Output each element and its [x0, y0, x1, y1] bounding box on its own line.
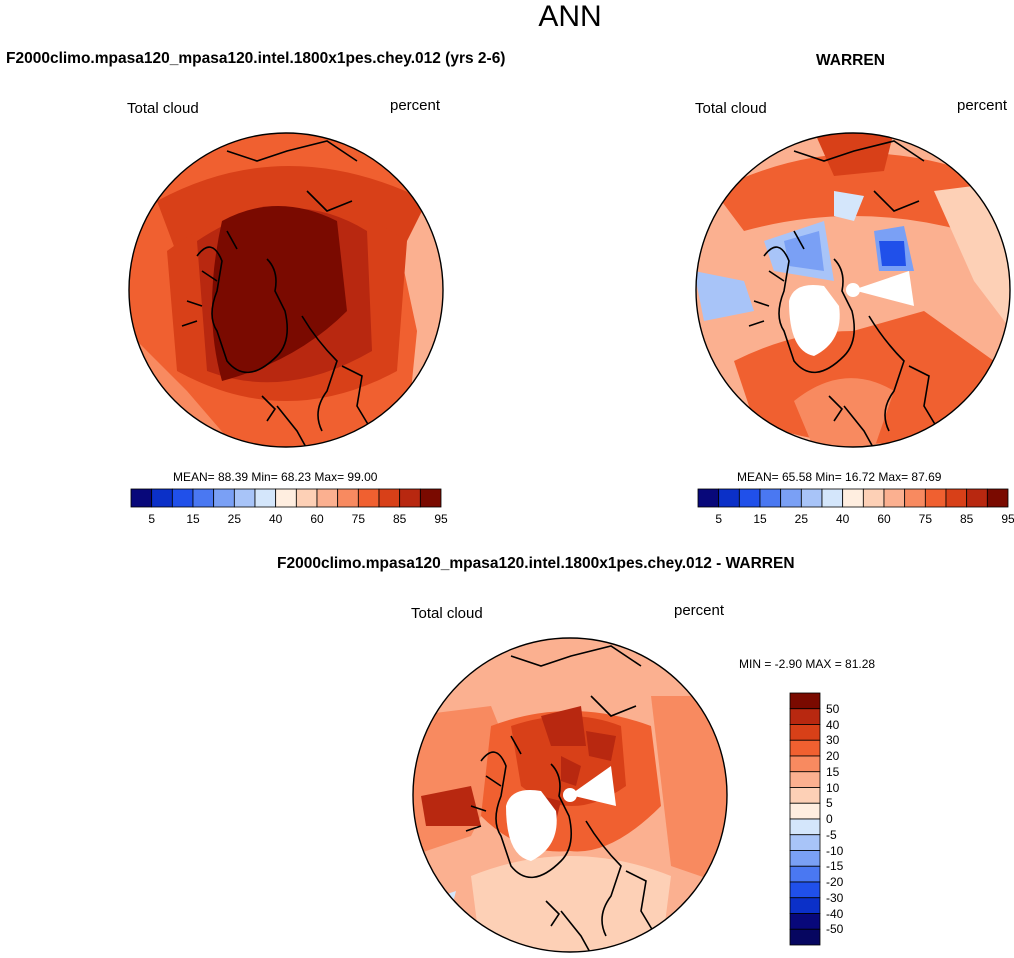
colorbar-tick-label: 25 — [227, 512, 241, 526]
colorbar-swatch — [789, 913, 821, 930]
colorbar-swatch — [254, 488, 277, 508]
colorbar-tick-label: 50 — [826, 701, 840, 716]
colorbar-swatch — [883, 488, 906, 508]
colorbar-swatch — [789, 865, 821, 883]
colorbar-tick-label: 15 — [826, 764, 840, 779]
colorbar-swatch — [213, 488, 235, 508]
colorbar-swatch — [966, 488, 988, 508]
colorbar-swatch — [337, 488, 359, 508]
panel-2-polar-map — [695, 132, 1011, 448]
panel-1-title: F2000climo.mpasa120_mpasa120.intel.1800x… — [6, 50, 506, 67]
colorbar-swatch — [316, 488, 339, 508]
panel-2-colorbar — [697, 488, 1009, 508]
panel-3-colorbar — [789, 692, 821, 946]
colorbar-swatch — [275, 488, 297, 508]
colorbar-swatch — [789, 692, 821, 710]
colorbar-swatch — [789, 787, 821, 804]
colorbar-swatch — [789, 802, 821, 820]
panel-1-colorbar — [130, 488, 442, 508]
panel-2-variable-label: Total cloud — [695, 100, 767, 117]
colorbar-swatch — [842, 488, 864, 508]
panel-1-stats: MEAN= 88.39 Min= 68.23 Max= 99.00 — [173, 470, 378, 484]
colorbar-swatch — [738, 488, 761, 508]
colorbar-swatch — [399, 488, 421, 508]
page-title: ANN — [538, 0, 602, 33]
colorbar-tick-label: 25 — [794, 512, 808, 526]
panel-3-units-label: percent — [674, 602, 725, 619]
panel-2-stats: MEAN= 65.58 Min= 16.72 Max= 87.69 — [737, 470, 942, 484]
colorbar-tick-label: 5 — [715, 512, 722, 526]
colorbar-tick-label: 75 — [351, 512, 365, 526]
colorbar-swatch — [759, 488, 782, 508]
colorbar-tick-label: 40 — [835, 512, 850, 526]
panel-2-title: WARREN — [816, 52, 885, 69]
colorbar-tick-label: 5 — [148, 512, 155, 526]
colorbar-swatch — [378, 488, 401, 508]
colorbar-swatch — [821, 488, 844, 508]
colorbar-tick-label: -30 — [826, 890, 844, 905]
colorbar-swatch — [789, 834, 821, 851]
colorbar-tick-label: 95 — [1001, 512, 1014, 526]
colorbar-swatch — [789, 708, 821, 725]
colorbar-swatch — [151, 488, 173, 508]
colorbar-swatch — [697, 488, 720, 508]
colorbar-tick-label: 10 — [826, 780, 840, 795]
colorbar-swatch — [986, 488, 1009, 508]
colorbar-swatch — [780, 488, 802, 508]
colorbar-tick-label: 0 — [826, 812, 833, 826]
colorbar-swatch — [789, 771, 821, 788]
panel-1-polar-map — [128, 132, 444, 448]
colorbar-swatch — [789, 724, 821, 741]
panel-2-units-label: percent — [957, 97, 1008, 114]
colorbar-tick-label: 85 — [392, 512, 407, 526]
colorbar-tick-label: 75 — [918, 512, 932, 526]
panel-3-polar-map — [412, 637, 728, 953]
colorbar-tick-label: -15 — [826, 859, 844, 874]
colorbar-swatch — [419, 488, 442, 508]
colorbar-tick-label: -10 — [826, 843, 844, 858]
colorbar-swatch — [800, 488, 823, 508]
colorbar-swatch — [357, 488, 380, 508]
colorbar-tick-label: -20 — [826, 875, 844, 889]
colorbar-tick-label: 5 — [826, 796, 833, 811]
colorbar-swatch — [862, 488, 885, 508]
colorbar-tick-label: 40 — [826, 717, 840, 732]
colorbar-swatch — [945, 488, 968, 508]
colorbar-swatch — [924, 488, 947, 508]
colorbar-swatch — [789, 881, 821, 899]
colorbar-swatch — [789, 755, 821, 773]
colorbar-swatch — [718, 488, 740, 508]
colorbar-swatch — [295, 488, 318, 508]
colorbar-tick-label: 60 — [310, 512, 324, 526]
panel-3-title: F2000climo.mpasa120_mpasa120.intel.1800x… — [277, 555, 795, 572]
colorbar-tick-label: 15 — [753, 512, 767, 526]
colorbar-swatch — [904, 488, 926, 508]
colorbar-swatch — [233, 488, 256, 508]
panel-1-units-label: percent — [390, 97, 441, 114]
colorbar-swatch — [171, 488, 194, 508]
panel-3-variable-label: Total cloud — [411, 605, 483, 622]
colorbar-swatch — [789, 928, 821, 946]
panel-3-min-max: MIN = -2.90 MAX = 81.28 — [739, 657, 876, 671]
colorbar-tick-label: -50 — [826, 922, 844, 937]
colorbar-tick-label: 95 — [434, 512, 448, 526]
colorbar-swatch — [192, 488, 215, 508]
colorbar-tick-label: 60 — [877, 512, 891, 526]
colorbar-tick-label: 20 — [826, 749, 840, 763]
colorbar-tick-label: -5 — [826, 827, 837, 842]
panel-1-variable-label: Total cloud — [127, 100, 199, 117]
colorbar-tick-label: 15 — [186, 512, 200, 526]
colorbar-swatch — [789, 739, 821, 757]
colorbar-tick-label: 30 — [826, 733, 840, 748]
colorbar-tick-label: 40 — [268, 512, 283, 526]
colorbar-swatch — [789, 897, 821, 914]
colorbar-tick-label: -40 — [826, 906, 844, 921]
colorbar-swatch — [130, 488, 153, 508]
colorbar-swatch — [789, 850, 821, 867]
colorbar-swatch — [789, 818, 821, 836]
colorbar-tick-label: 85 — [959, 512, 974, 526]
